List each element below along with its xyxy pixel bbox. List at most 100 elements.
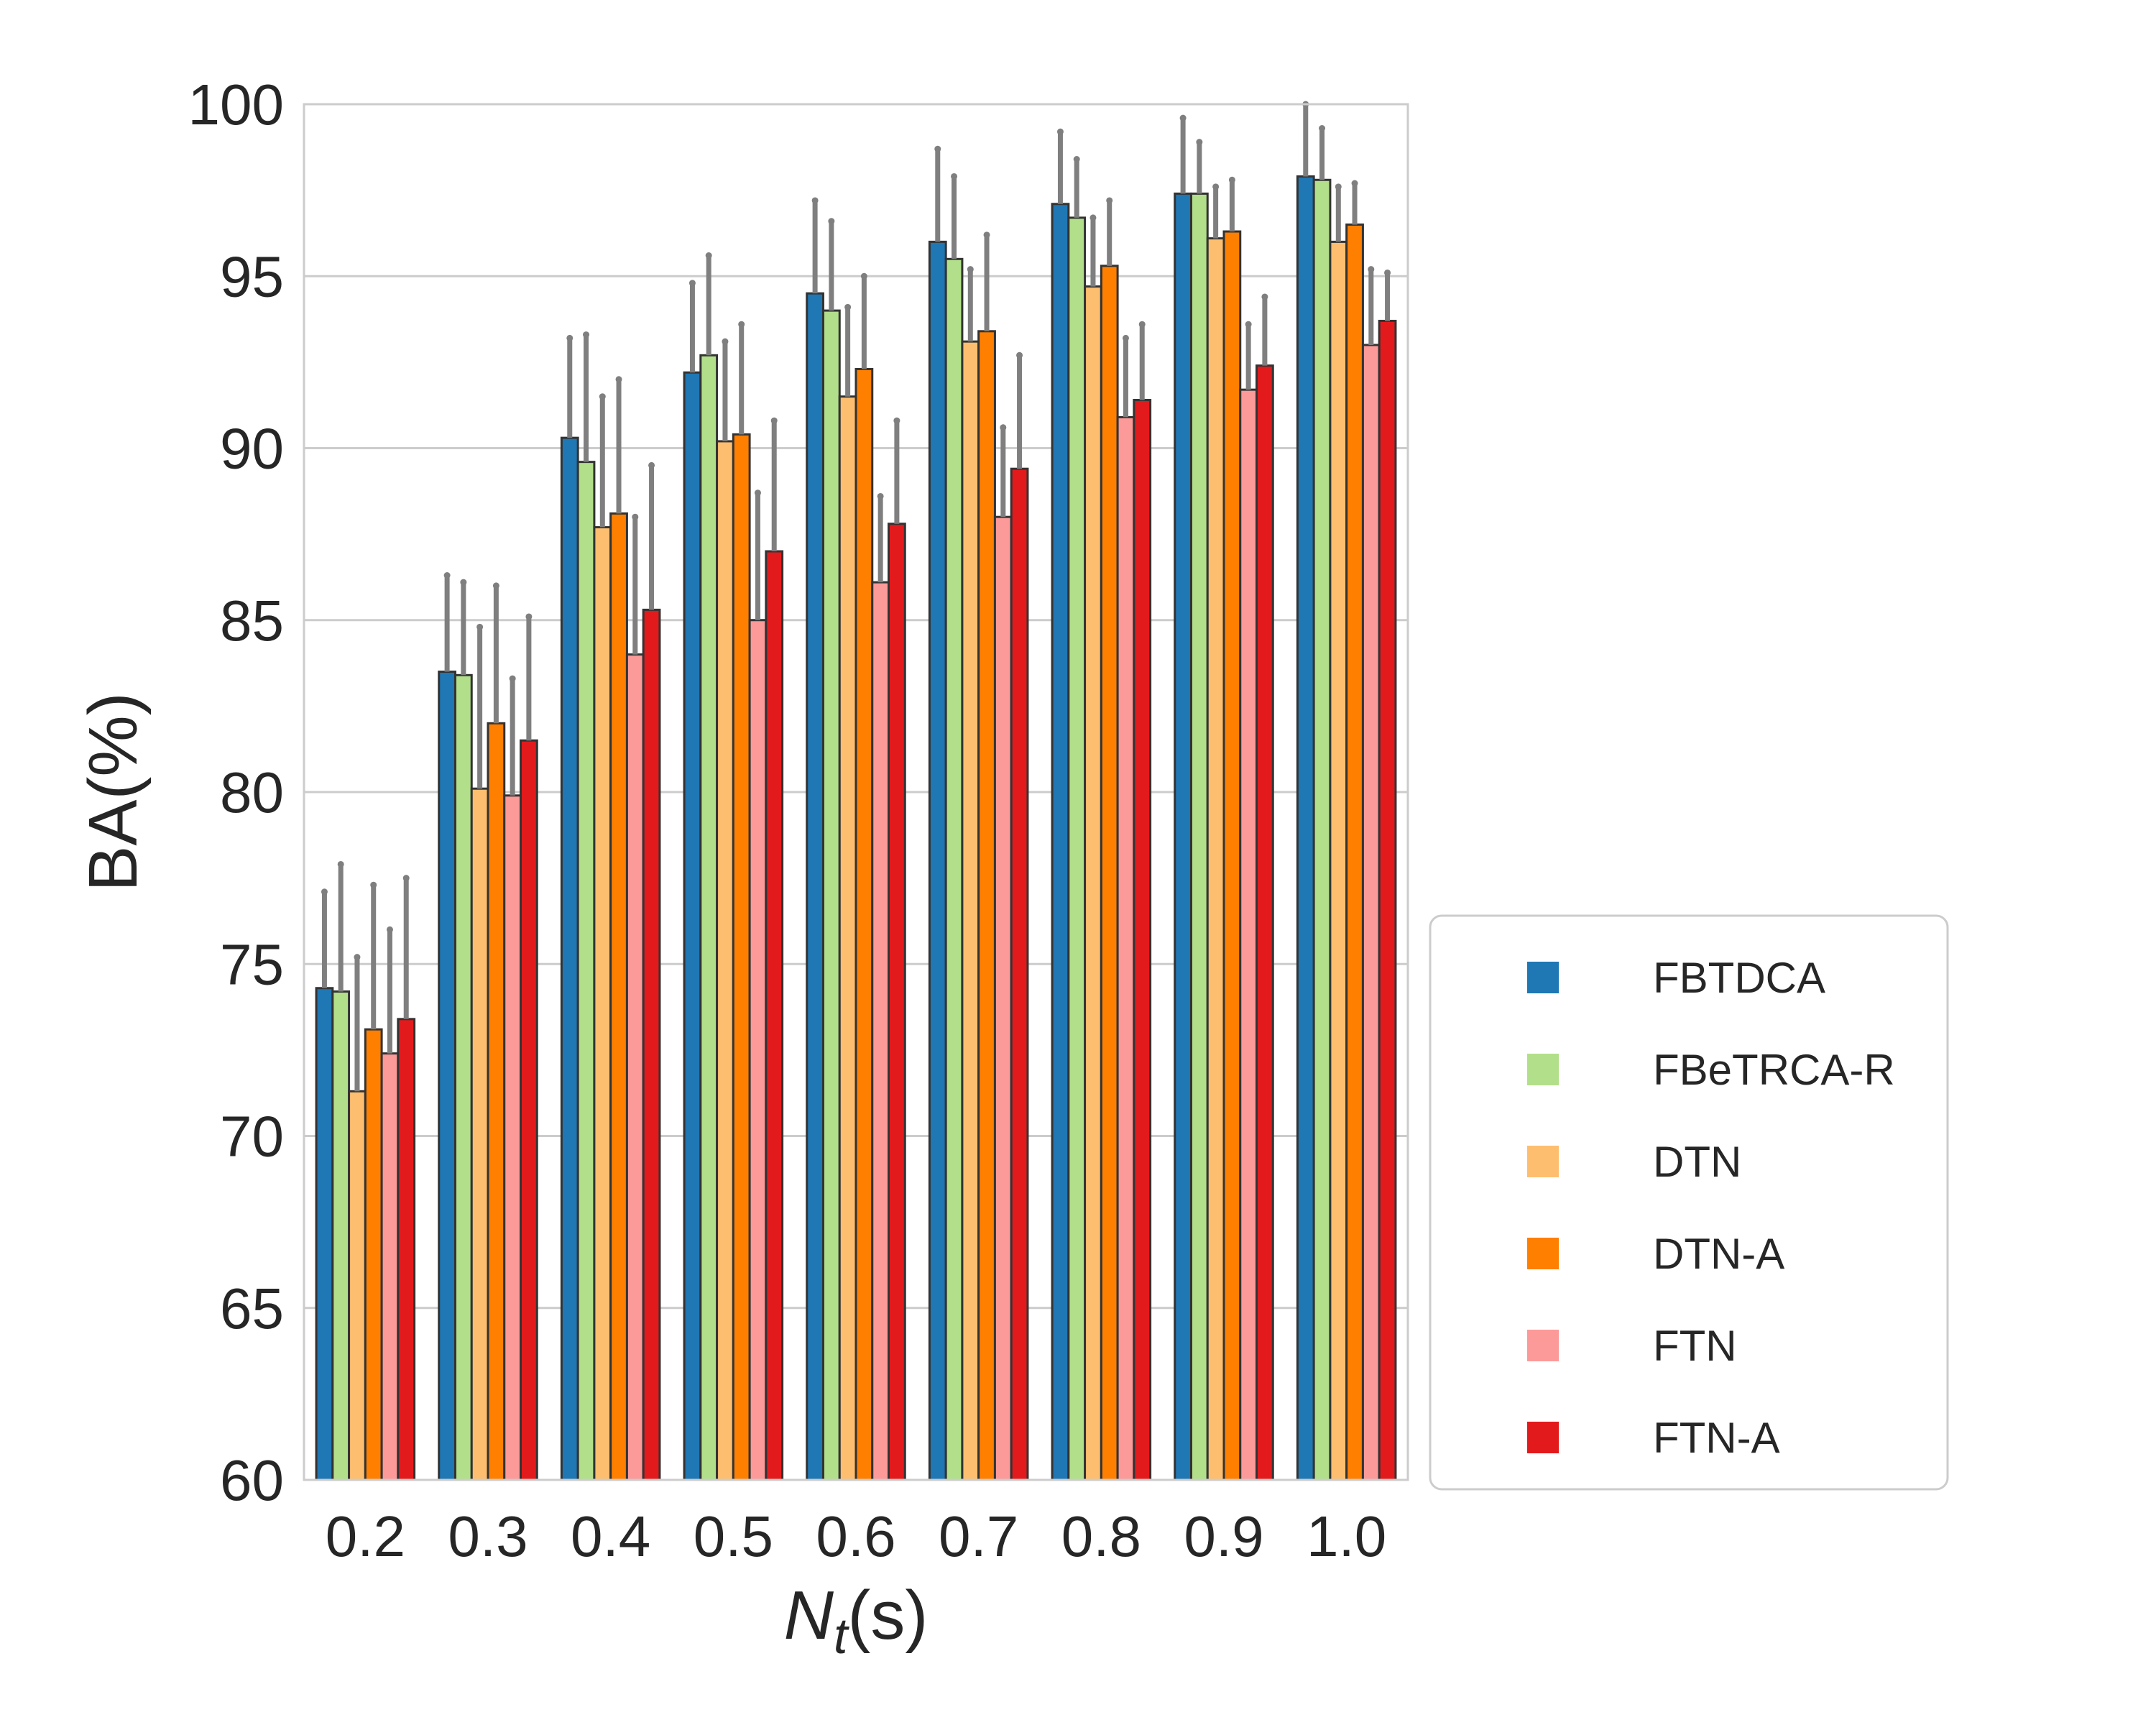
bar — [977, 330, 996, 1481]
error-cap — [688, 280, 696, 287]
y-tick-label: 70 — [220, 1105, 284, 1169]
bar — [364, 1028, 383, 1481]
bar — [1296, 175, 1315, 1481]
error-cap — [1073, 156, 1080, 163]
error-cap — [648, 461, 655, 469]
bar — [765, 550, 784, 1481]
error-cap — [443, 572, 451, 579]
x-tick-label: 0.6 — [816, 1504, 895, 1568]
bar — [1312, 178, 1332, 1481]
bar — [380, 1052, 400, 1481]
error-cap — [844, 303, 852, 310]
error-cap — [722, 338, 729, 345]
error-cap — [983, 231, 990, 239]
bar — [1116, 415, 1135, 1481]
x-axis-label-unit: (s) — [847, 1577, 928, 1654]
bar — [1329, 240, 1348, 1481]
error-cap — [386, 926, 393, 933]
y-tick-label: 60 — [220, 1448, 284, 1512]
error-cap — [770, 417, 778, 424]
bar — [453, 673, 473, 1481]
legend-label: FTN — [1653, 1322, 1737, 1370]
error-cap — [705, 252, 712, 259]
bar — [888, 523, 906, 1481]
error-cap — [877, 492, 884, 500]
legend: FBTDCA FBeTRCA-R DTN DTN-A FTN FTN-A — [1429, 914, 1949, 1491]
bar — [520, 739, 538, 1481]
legend-frame — [1429, 914, 1949, 1491]
legend-label: FTN-A — [1653, 1414, 1780, 1462]
error-cap — [934, 145, 941, 152]
error-cap — [1212, 183, 1220, 190]
bar — [854, 367, 874, 1481]
bar — [1206, 237, 1225, 1481]
bars — [315, 175, 1397, 1481]
error-cap — [615, 376, 622, 383]
x-tick-label: 0.9 — [1184, 1504, 1263, 1568]
error-cap — [337, 860, 344, 868]
bar — [487, 722, 506, 1481]
x-axis-label: Nt(s) — [784, 1577, 929, 1664]
error-cap — [1319, 124, 1326, 132]
y-tick-label: 65 — [220, 1276, 284, 1340]
bar — [1010, 467, 1029, 1481]
error-cap — [354, 954, 361, 961]
bar — [1189, 192, 1209, 1481]
error-cap — [402, 875, 410, 882]
bar — [928, 240, 947, 1481]
bar — [748, 619, 768, 1481]
legend-swatch — [1527, 1330, 1559, 1361]
error-cap — [566, 334, 573, 341]
y-tick-labels: 60 65 70 75 80 85 90 95 100 — [188, 73, 284, 1512]
error-cap — [1245, 321, 1252, 328]
bar — [593, 526, 612, 1481]
y-tick-label: 100 — [188, 73, 284, 137]
error-cap — [1138, 321, 1146, 328]
bar — [716, 440, 734, 1481]
legend-swatch — [1527, 962, 1559, 993]
error-cap — [1351, 180, 1358, 187]
error-bars — [321, 101, 1391, 1092]
bar — [397, 1018, 416, 1481]
error-cap — [1106, 197, 1113, 204]
bar — [1378, 319, 1397, 1481]
error-cap — [1368, 266, 1375, 273]
legend-swatch — [1527, 1146, 1559, 1177]
bar — [642, 608, 661, 1481]
plot-frame — [303, 103, 1409, 1481]
error-cap — [1000, 424, 1007, 431]
bar — [1100, 264, 1119, 1481]
x-tick-label: 0.3 — [448, 1504, 528, 1568]
y-tick-label: 75 — [220, 932, 284, 996]
bar — [315, 987, 334, 1481]
error-cap — [811, 197, 819, 204]
error-cap — [951, 172, 958, 180]
bar — [871, 581, 890, 1481]
x-tick-label: 1.0 — [1307, 1504, 1386, 1568]
legend-swatch — [1527, 1238, 1559, 1269]
error-cap — [1261, 293, 1268, 300]
bar — [1222, 230, 1242, 1481]
x-tick-label: 0.2 — [326, 1504, 405, 1568]
error-cap — [1384, 269, 1391, 276]
error-cap — [828, 218, 835, 225]
x-tick-label: 0.4 — [571, 1504, 650, 1568]
x-tick-label: 0.7 — [939, 1504, 1018, 1568]
bar — [348, 1090, 367, 1481]
legend-items: FBTDCA FBeTRCA-R DTN DTN-A FTN FTN-A — [1527, 954, 1895, 1462]
bar — [1174, 192, 1192, 1481]
error-cap — [893, 417, 900, 424]
bar — [1051, 203, 1070, 1481]
error-cap — [476, 623, 484, 630]
bar — [560, 436, 579, 1481]
bar — [961, 340, 980, 1481]
bar — [732, 433, 751, 1481]
error-cap — [1122, 334, 1129, 341]
bar — [576, 461, 596, 1481]
bar — [1067, 216, 1087, 1481]
bar — [1084, 285, 1102, 1481]
error-cap — [1228, 176, 1235, 183]
x-tick-labels: 0.2 0.3 0.4 0.5 0.6 0.7 0.8 0.9 1.0 — [326, 1504, 1387, 1568]
legend-label: FBeTRCA-R — [1653, 1046, 1895, 1094]
x-axis-label-main: N — [784, 1577, 834, 1654]
